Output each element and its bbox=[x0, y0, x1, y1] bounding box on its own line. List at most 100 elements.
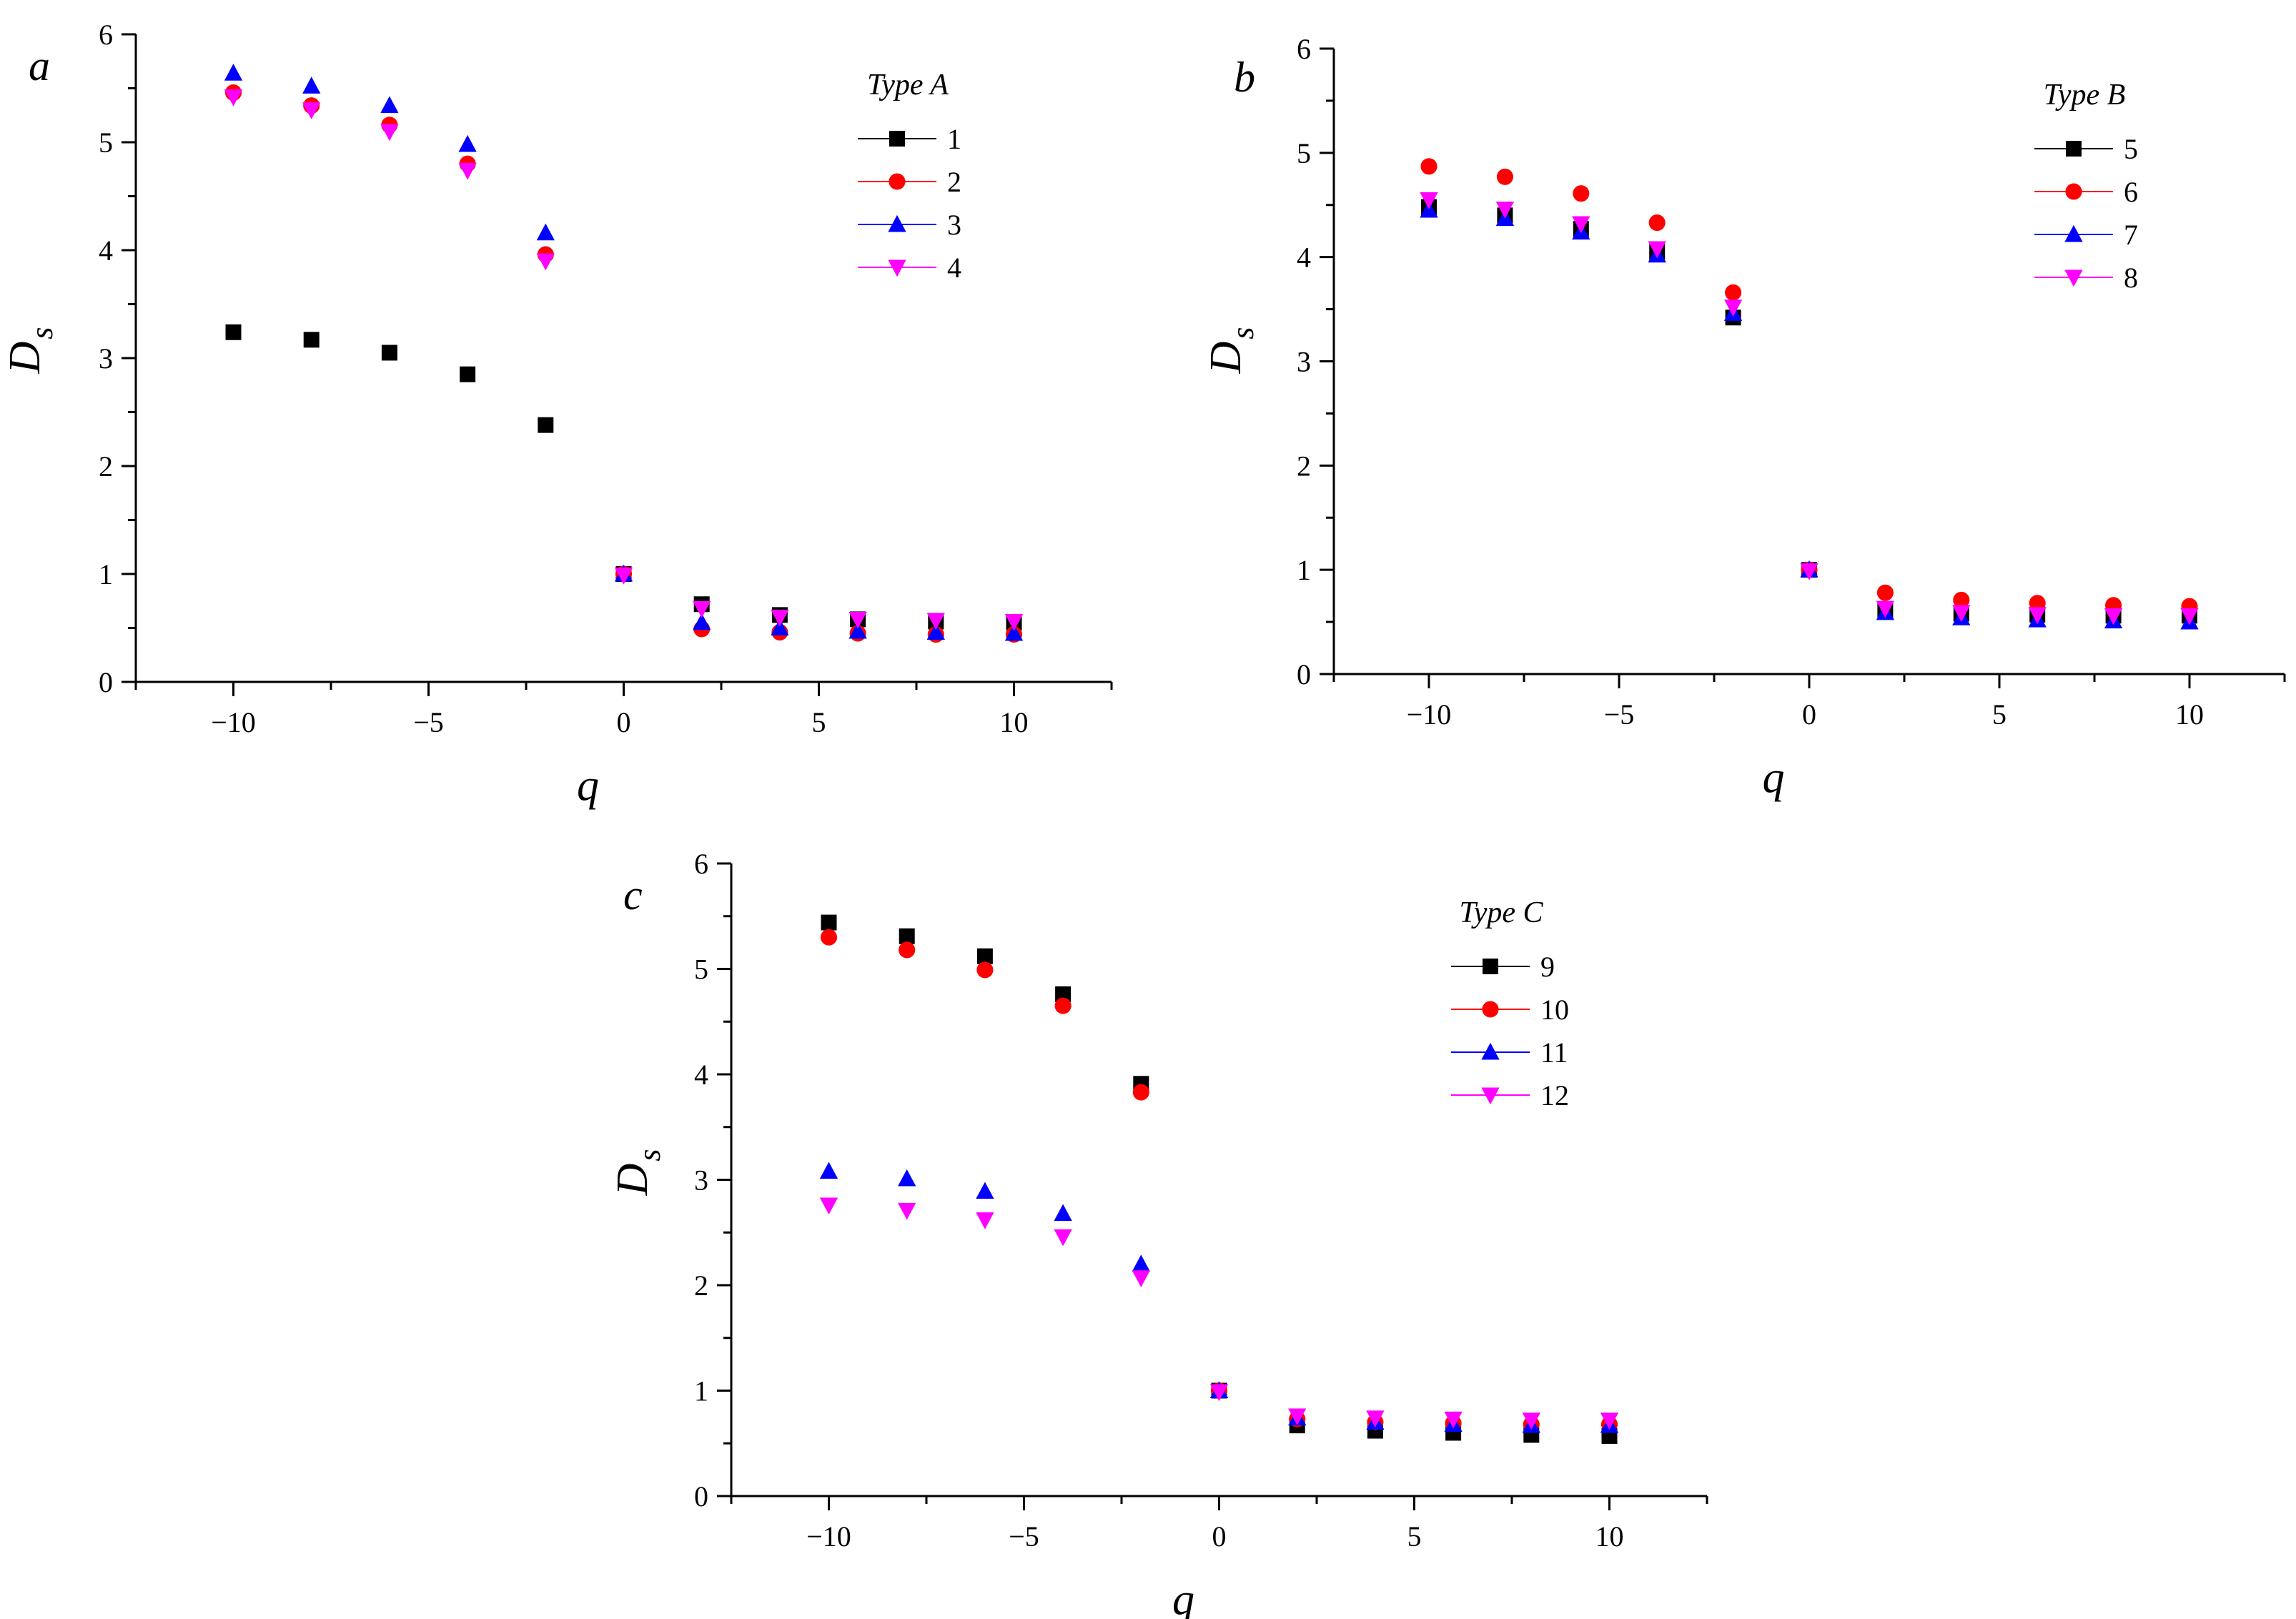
data-point bbox=[1004, 623, 1024, 641]
data-point bbox=[460, 366, 476, 382]
y-tick-label: 0 bbox=[694, 1480, 708, 1512]
x-tick-label: −10 bbox=[211, 706, 256, 738]
panel-letter: c bbox=[623, 871, 643, 919]
legend-marker bbox=[1482, 1001, 1499, 1018]
legend-entry-label: 4 bbox=[947, 252, 961, 284]
data-point bbox=[976, 961, 994, 979]
y-tick-label: 1 bbox=[694, 1375, 708, 1407]
data-point bbox=[1876, 600, 1895, 618]
data-point bbox=[458, 134, 477, 152]
legend-marker bbox=[1481, 1042, 1500, 1060]
data-point bbox=[1952, 605, 1971, 623]
series-6 bbox=[1420, 158, 2198, 615]
legend-entry-label: 1 bbox=[947, 123, 961, 155]
data-point bbox=[899, 928, 915, 944]
y-tick-label: 6 bbox=[99, 19, 113, 51]
legend-marker bbox=[888, 214, 906, 232]
y-tick-label: 2 bbox=[1297, 450, 1311, 482]
data-point bbox=[899, 941, 916, 959]
legend: Type A 1 2 3 4 bbox=[858, 69, 961, 284]
y-axis-label-sub: s bbox=[1225, 327, 1260, 339]
series-4 bbox=[224, 89, 1024, 631]
series-5 bbox=[1421, 199, 2197, 624]
data-point bbox=[2028, 607, 2047, 625]
data-point bbox=[1953, 591, 1970, 609]
data-point bbox=[536, 253, 555, 271]
data-point bbox=[820, 929, 838, 946]
y-tick-label: 2 bbox=[694, 1269, 708, 1302]
legend-marker bbox=[889, 131, 905, 147]
y-tick-label: 0 bbox=[99, 666, 113, 698]
data-point bbox=[1496, 168, 1513, 185]
data-point bbox=[536, 223, 555, 241]
data-point bbox=[2180, 608, 2199, 625]
legend-entry-label: 10 bbox=[1540, 994, 1569, 1026]
series-12 bbox=[819, 1197, 1619, 1430]
data-point bbox=[771, 609, 789, 627]
data-point bbox=[1132, 1254, 1150, 1272]
y-tick-label: 4 bbox=[99, 234, 113, 267]
x-tick-label: −10 bbox=[806, 1520, 851, 1553]
legend-marker bbox=[888, 259, 906, 277]
data-point bbox=[224, 89, 243, 107]
x-axis-label: q bbox=[577, 761, 599, 810]
legend-marker bbox=[1481, 1087, 1500, 1105]
x-axis-label: q bbox=[1172, 1575, 1194, 1619]
data-point bbox=[1209, 1384, 1229, 1402]
series-10 bbox=[820, 929, 1618, 1433]
y-axis-label-sub: s bbox=[24, 327, 59, 339]
y-tick-label: 1 bbox=[1297, 554, 1311, 586]
x-tick-label: −10 bbox=[1407, 698, 1452, 731]
panel-letter: b bbox=[1234, 54, 1255, 101]
data-point bbox=[821, 914, 837, 931]
legend-marker bbox=[2065, 183, 2082, 200]
x-tick-label: 10 bbox=[2175, 698, 2204, 731]
data-point bbox=[819, 1162, 838, 1179]
panel-letter: a bbox=[29, 42, 50, 89]
data-point bbox=[302, 102, 321, 119]
y-axis-label-main: D bbox=[608, 1164, 657, 1197]
data-point bbox=[381, 345, 397, 361]
y-axis-label: Ds bbox=[1, 327, 59, 374]
y-tick-label: 5 bbox=[1297, 137, 1311, 169]
legend-title: Type B bbox=[2044, 79, 2126, 112]
data-point bbox=[976, 1182, 994, 1199]
y-tick-label: 2 bbox=[99, 450, 113, 482]
y-tick-label: 6 bbox=[694, 848, 708, 880]
x-tick-label: −5 bbox=[1604, 698, 1635, 731]
data-point bbox=[1054, 997, 1072, 1014]
data-point bbox=[898, 1169, 916, 1187]
legend-entry-label: 2 bbox=[947, 166, 961, 198]
legend-entry-label: 12 bbox=[1540, 1079, 1569, 1111]
x-tick-label: 5 bbox=[1407, 1520, 1422, 1553]
y-tick-label: 4 bbox=[1297, 242, 1311, 274]
data-point bbox=[771, 618, 789, 635]
series-2 bbox=[224, 84, 1023, 643]
legend-entry-label: 11 bbox=[1540, 1036, 1568, 1069]
y-axis-label-sub: s bbox=[632, 1149, 667, 1161]
data-point bbox=[1054, 1204, 1072, 1222]
data-point bbox=[1723, 299, 1743, 317]
y-tick-label: 5 bbox=[694, 954, 708, 986]
legend-marker bbox=[1483, 959, 1498, 974]
x-tick-label: −5 bbox=[413, 706, 444, 738]
data-point bbox=[1800, 563, 1819, 580]
legend-entry-label: 7 bbox=[2124, 219, 2138, 251]
data-point bbox=[1573, 185, 1590, 202]
x-tick-label: 5 bbox=[1992, 698, 2006, 731]
data-point bbox=[458, 162, 477, 180]
data-point bbox=[1648, 214, 1666, 232]
y-axis-label: Ds bbox=[608, 1149, 667, 1196]
legend-marker bbox=[2066, 141, 2082, 157]
data-point bbox=[1420, 192, 1438, 209]
x-tick-label: 10 bbox=[1000, 706, 1029, 738]
y-tick-label: 3 bbox=[1297, 346, 1311, 378]
data-point bbox=[1004, 613, 1024, 631]
data-point bbox=[614, 568, 633, 585]
y-axis-label: Ds bbox=[1202, 327, 1260, 374]
legend-marker bbox=[889, 173, 906, 190]
panel-b: 0 1 2 3 4 5 6 −10 −5 0 5 10 q Ds b Type B 5 6 7 8 bbox=[1202, 33, 2286, 802]
panel-a: 0 1 2 3 4 5 6 −10 −5 0 5 10 q Ds a Type A 1 2 3 4 bbox=[1, 19, 1113, 810]
x-tick-label: 10 bbox=[1595, 1520, 1624, 1553]
data-point bbox=[976, 948, 993, 964]
